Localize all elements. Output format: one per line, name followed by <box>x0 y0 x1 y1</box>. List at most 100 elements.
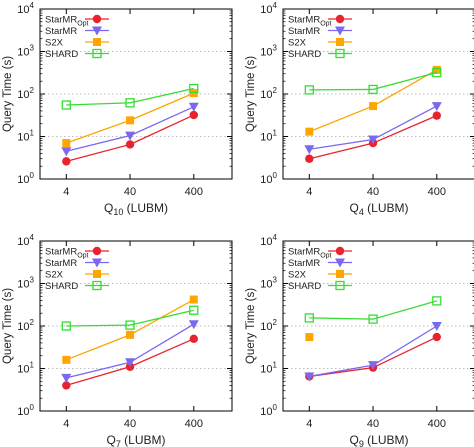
legend-label: S2X <box>288 270 307 281</box>
data-point-2 <box>431 322 442 331</box>
legend-label: StarMROpt <box>45 247 89 260</box>
data-point-2 <box>368 135 379 145</box>
legend-marker <box>335 246 345 256</box>
series-line-4 <box>66 309 194 327</box>
y-tick-label: 104 <box>17 1 34 16</box>
data-point-4 <box>304 313 314 323</box>
legend-label: StarMR <box>288 26 320 37</box>
data-point-3 <box>126 330 135 339</box>
series-line-4 <box>309 300 437 320</box>
x-tick-label: 4 <box>306 418 312 430</box>
x-axis-label: Q9 (LUBM) <box>349 433 408 447</box>
chart-panel-4: 100 101 102 103 104 4 40 400 StarMROptStarMRS2XS… <box>245 233 474 447</box>
legend-marker <box>92 246 102 256</box>
y-axis-label: Query Time (s) <box>245 56 257 132</box>
legend-label: SHARD <box>45 281 78 292</box>
data-point-4 <box>304 85 314 95</box>
y-tick-label: 102 <box>260 318 277 333</box>
series-line-3 <box>309 69 438 133</box>
y-tick-label: 102 <box>17 318 34 333</box>
y-tick-label: 101 <box>17 361 34 376</box>
data-point-3 <box>305 127 314 136</box>
y-axis-label: Query Time (s) <box>245 288 257 364</box>
x-tick-label: 400 <box>185 186 203 198</box>
legend-marker <box>93 38 101 46</box>
data-point-2 <box>188 320 199 330</box>
data-point-3 <box>432 65 441 74</box>
data-point-3 <box>62 139 71 148</box>
plot-frame <box>39 8 233 180</box>
data-point-3 <box>305 333 314 342</box>
series-line-4 <box>66 87 194 106</box>
legend-marker <box>92 280 102 291</box>
data-point-4 <box>368 84 378 95</box>
data-point-1 <box>432 332 441 342</box>
legend-label: S2X <box>45 38 64 49</box>
legend-marker <box>335 48 345 59</box>
y-tick-label: 104 <box>260 233 277 248</box>
legend-marker <box>92 258 102 268</box>
legend-label: SHARD <box>45 49 78 60</box>
legend-label: SHARD <box>288 281 321 292</box>
x-tick-label: 400 <box>428 418 446 430</box>
data-point-1 <box>432 111 441 120</box>
legend-marker <box>335 258 345 268</box>
data-point-3 <box>369 102 378 111</box>
y-tick-label: 101 <box>260 129 277 144</box>
data-point-1 <box>189 334 198 343</box>
data-point-1 <box>125 140 135 149</box>
y-tick-label: 102 <box>17 86 34 101</box>
y-tick-label: 100 <box>260 171 277 186</box>
chart-panel-3: 100 101 102 103 104 4 40 400 StarMROptStarMRS2XS… <box>2 233 233 447</box>
legend-marker <box>335 280 345 291</box>
data-point-4 <box>125 320 135 330</box>
legend-marker <box>336 270 344 278</box>
y-tick-label: 103 <box>17 44 34 59</box>
data-point-3 <box>189 295 198 304</box>
legend-label: StarMR <box>288 258 320 269</box>
data-point-2 <box>431 102 442 112</box>
y-tick-label: 104 <box>17 233 34 248</box>
plot-frame <box>282 8 474 180</box>
legend-marker <box>93 270 101 278</box>
y-tick-label: 101 <box>260 361 277 376</box>
data-point-4 <box>432 67 442 78</box>
data-point-2 <box>304 372 315 382</box>
x-tick-label: 4 <box>306 186 312 198</box>
y-tick-label: 101 <box>17 129 34 144</box>
y-tick-label: 100 <box>17 403 34 418</box>
y-tick-label: 100 <box>17 171 34 186</box>
legend-label: S2X <box>288 38 307 49</box>
data-point-2 <box>61 373 72 383</box>
x-tick-label: 40 <box>367 186 379 198</box>
legend-marker <box>92 26 102 36</box>
y-tick-label: 100 <box>260 403 277 418</box>
series-line-4 <box>309 71 437 91</box>
x-tick-label: 40 <box>124 418 136 430</box>
data-point-4 <box>189 83 199 94</box>
legend-label: StarMROpt <box>45 15 89 28</box>
plot-frame <box>39 240 233 412</box>
data-point-1 <box>305 154 314 163</box>
data-point-2 <box>125 131 136 141</box>
data-point-2 <box>368 361 379 371</box>
y-tick-label: 103 <box>260 276 277 291</box>
y-tick-label: 104 <box>260 1 277 16</box>
y-axis-label: Query Time (s) <box>2 288 14 364</box>
data-point-2 <box>304 145 315 155</box>
chart-panel-1: 100 101 102 103 104 4 40 400 StarMROptStarMRS2XS… <box>2 1 233 217</box>
legend-marker <box>335 26 345 36</box>
data-point-1 <box>62 157 71 166</box>
x-tick-label: 400 <box>428 186 446 198</box>
data-point-4 <box>189 305 199 315</box>
x-axis-label: Q7 (LUBM) <box>106 433 165 447</box>
plot-frame <box>282 240 474 412</box>
x-tick-label: 40 <box>124 186 136 198</box>
data-point-2 <box>188 102 199 112</box>
legend-marker <box>336 38 344 46</box>
chart-panel-2: 100 101 102 103 104 4 40 400 StarMROptStarMRS2XS… <box>245 1 474 217</box>
data-point-1 <box>62 381 71 390</box>
data-point-3 <box>62 355 71 364</box>
x-axis-label: Q10 (LUBM) <box>104 201 168 217</box>
